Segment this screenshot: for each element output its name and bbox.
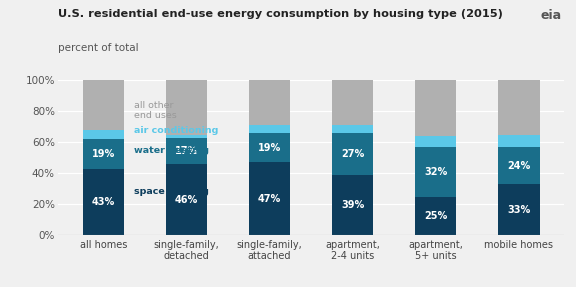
Bar	[498, 135, 540, 147]
Text: all other
end uses: all other end uses	[134, 100, 177, 120]
Bar	[82, 169, 124, 235]
Bar	[415, 80, 456, 136]
Bar	[498, 184, 540, 235]
Bar	[166, 80, 207, 135]
Bar	[332, 80, 373, 125]
Text: water heating: water heating	[134, 146, 209, 155]
Bar	[249, 162, 290, 235]
Text: 27%: 27%	[341, 149, 364, 159]
Text: 17%: 17%	[175, 146, 198, 156]
Text: 32%: 32%	[424, 167, 448, 177]
Bar	[166, 164, 207, 235]
Text: 47%: 47%	[258, 194, 281, 204]
Text: 39%: 39%	[341, 200, 364, 210]
Text: air conditioning: air conditioning	[134, 126, 218, 135]
Text: 24%: 24%	[507, 161, 530, 170]
Bar	[249, 80, 290, 125]
Bar	[166, 138, 207, 164]
Text: 43%: 43%	[92, 197, 115, 207]
Bar	[498, 147, 540, 184]
Bar	[332, 175, 373, 235]
Text: 33%: 33%	[507, 205, 530, 215]
Bar	[332, 125, 373, 133]
Text: percent of total: percent of total	[58, 43, 138, 53]
Bar	[498, 80, 540, 135]
Text: eia: eia	[540, 9, 562, 22]
Text: 46%: 46%	[175, 195, 198, 205]
Bar	[166, 135, 207, 138]
Bar	[82, 130, 124, 139]
Bar	[415, 147, 456, 197]
Bar	[332, 133, 373, 175]
Text: space heating: space heating	[134, 187, 209, 196]
Bar	[249, 133, 290, 162]
Bar	[82, 139, 124, 169]
Text: U.S. residential end-use energy consumption by housing type (2015): U.S. residential end-use energy consumpt…	[58, 9, 502, 19]
Bar	[82, 80, 124, 130]
Bar	[249, 125, 290, 133]
Text: 19%: 19%	[92, 149, 115, 159]
Text: 19%: 19%	[258, 143, 281, 153]
Text: 25%: 25%	[424, 211, 448, 221]
Bar	[415, 197, 456, 235]
Bar	[415, 136, 456, 147]
